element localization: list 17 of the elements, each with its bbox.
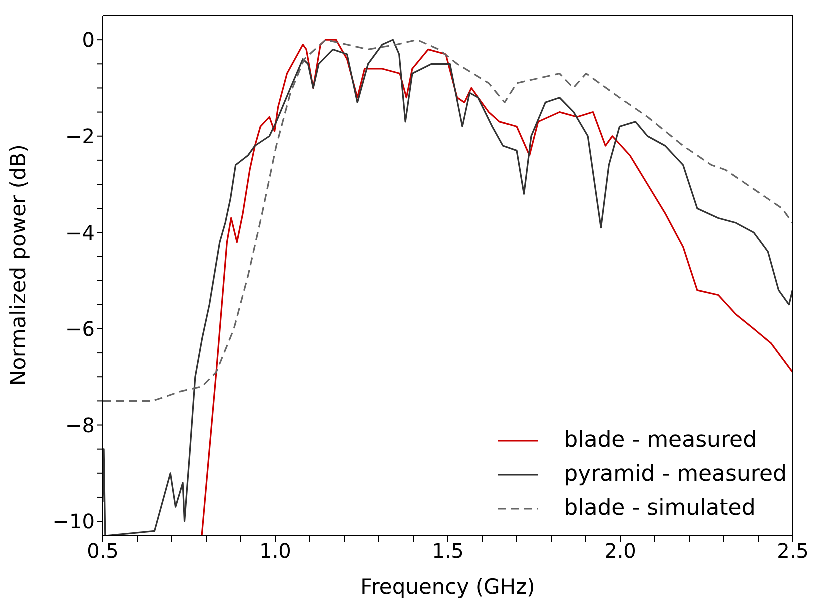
y-tick-label: −8 (66, 413, 95, 438)
legend-label: pyramid - measured (564, 461, 787, 489)
x-tick-label: 1.5 (432, 539, 464, 564)
y-tick-label: 0 (82, 28, 95, 52)
x-tick-label: 2.5 (777, 539, 809, 564)
x-axis-title: Frequency (GHz) (360, 575, 536, 599)
legend-label: blade - measured (564, 427, 758, 455)
legend-label: blade - simulated (564, 495, 756, 523)
y-tick-label: −6 (66, 317, 95, 342)
x-tick-label: 1.0 (260, 539, 292, 564)
x-tick-label: 0.5 (87, 539, 119, 564)
y-tick-label: −2 (66, 124, 95, 148)
y-tick-label: −10 (52, 510, 95, 534)
y-tick-label: −4 (66, 220, 95, 245)
x-tick-label: 2.0 (604, 539, 636, 564)
y-axis-title: Normalized power (dB) (6, 144, 30, 386)
line-series (103, 39, 793, 402)
